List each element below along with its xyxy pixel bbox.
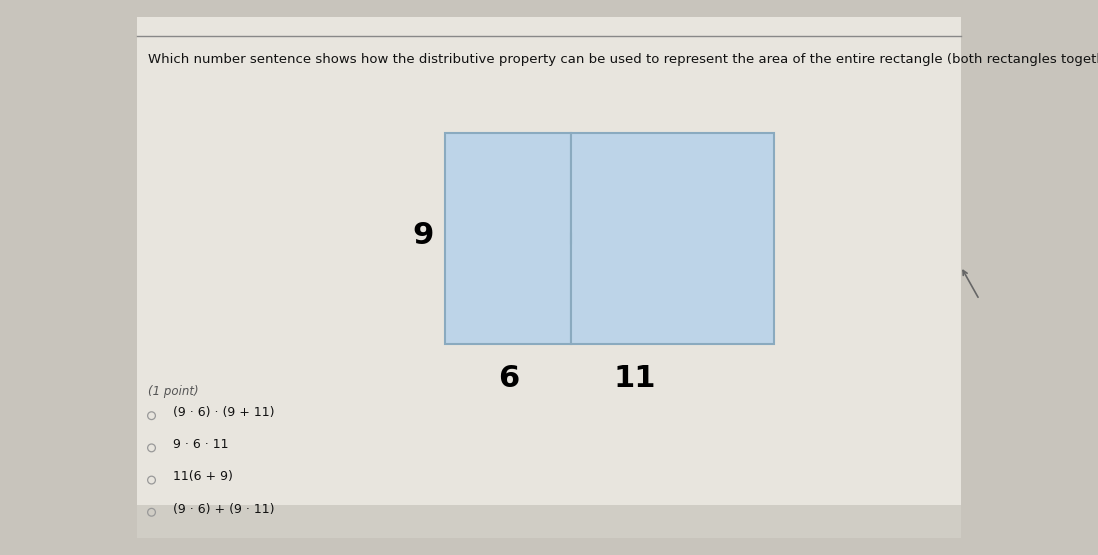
Bar [571, 133, 774, 344]
Text: (9 · 6) + (9 · 11): (9 · 6) + (9 · 11) [173, 503, 274, 516]
Text: 9 · 6 · 11: 9 · 6 · 11 [173, 438, 229, 451]
Text: 11(6 + 9): 11(6 + 9) [173, 471, 234, 483]
Text: 9: 9 [413, 221, 434, 250]
Text: 11: 11 [614, 364, 656, 392]
Bar [445, 133, 571, 344]
Bar [137, 17, 961, 538]
Bar [137, 505, 961, 538]
Text: (9 · 6) · (9 + 11): (9 · 6) · (9 + 11) [173, 406, 274, 419]
Text: Which number sentence shows how the distributive property can be used to represe: Which number sentence shows how the dist… [148, 53, 1098, 65]
Text: (1 point): (1 point) [148, 385, 199, 398]
Text: 6: 6 [497, 364, 519, 392]
